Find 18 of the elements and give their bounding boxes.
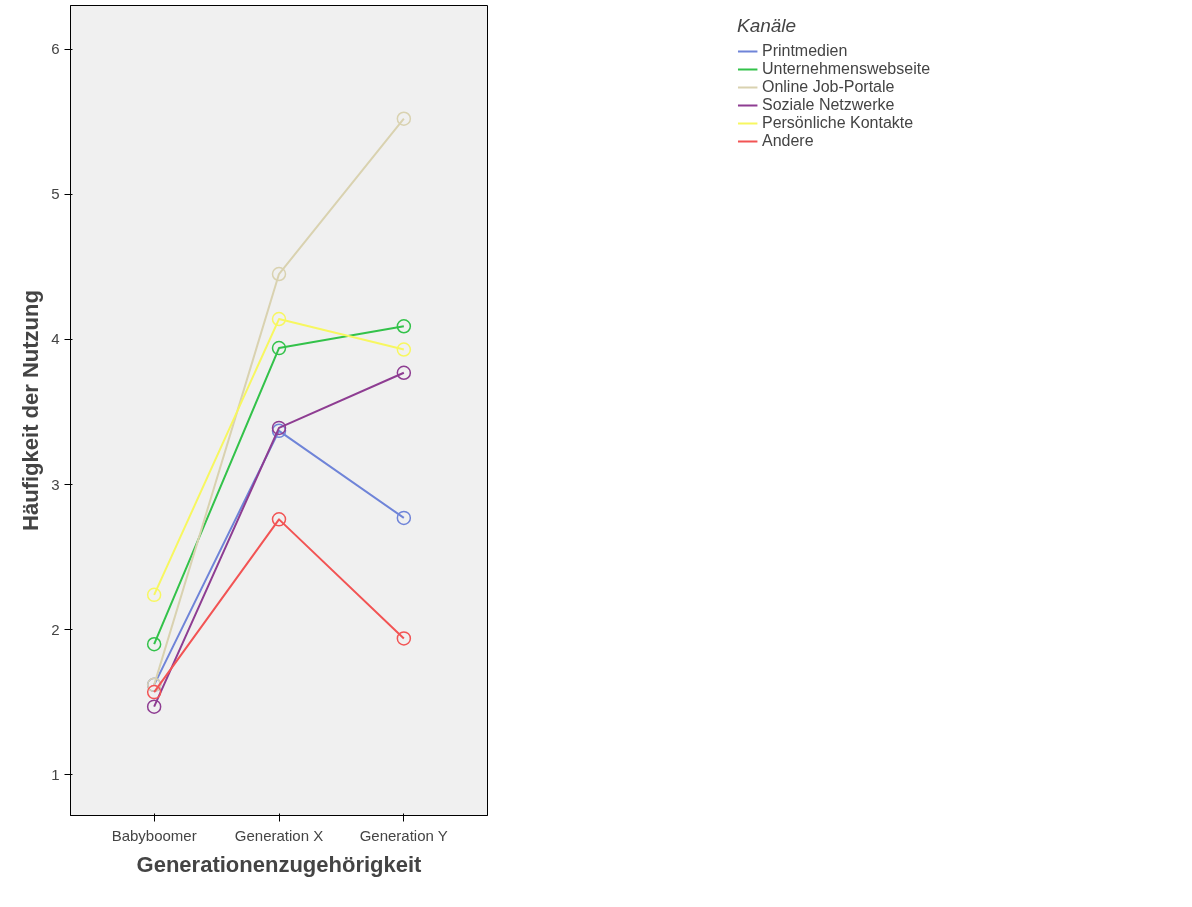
legend-label: Persönliche Kontakte (761, 114, 914, 132)
legend-label: Unternehmenswebseite (761, 60, 931, 78)
legend-label: Online Job-Portale (761, 78, 895, 96)
legend-title: Kanäle (736, 15, 798, 37)
y-tick-label: 3 (51, 475, 60, 493)
x-axis-title: Generationenzugehörigkeit (136, 851, 423, 877)
legend-label: Soziale Netzwerke (761, 96, 895, 114)
legend-label: Andere (761, 132, 814, 150)
x-tick-label: Generation X (234, 826, 324, 844)
y-tick-label: 6 (51, 40, 60, 58)
y-axis-title: Häufigkeit der Nutzung (18, 290, 44, 531)
x-tick-label: Generation Y (359, 826, 448, 844)
y-tick-label: 2 (51, 620, 60, 638)
x-tick-label: Babyboomer (111, 826, 197, 844)
y-tick-label: 5 (51, 185, 60, 203)
y-tick-label: 4 (51, 330, 60, 348)
y-tick-label: 1 (51, 765, 60, 783)
legend-label: Printmedien (761, 42, 848, 60)
